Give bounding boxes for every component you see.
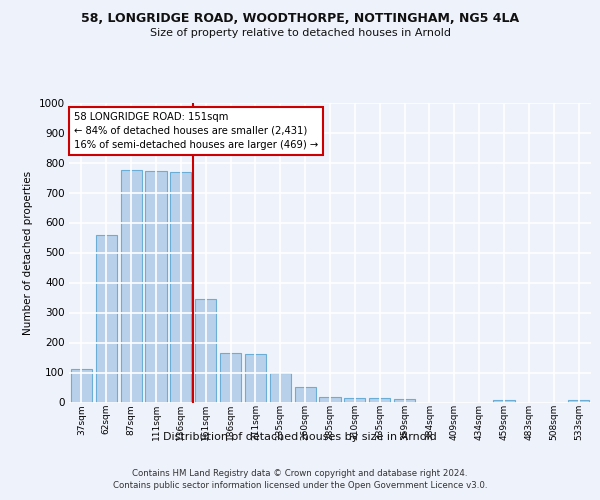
Bar bbox=[96, 235, 117, 402]
Bar bbox=[295, 386, 316, 402]
Bar bbox=[344, 398, 365, 402]
Text: 58, LONGRIDGE ROAD, WOODTHORPE, NOTTINGHAM, NG5 4LA: 58, LONGRIDGE ROAD, WOODTHORPE, NOTTINGH… bbox=[81, 12, 519, 26]
Text: Size of property relative to detached houses in Arnold: Size of property relative to detached ho… bbox=[149, 28, 451, 38]
Bar bbox=[493, 400, 515, 402]
Bar bbox=[145, 171, 167, 402]
Bar bbox=[121, 170, 142, 402]
Bar bbox=[369, 398, 390, 402]
Text: Distribution of detached houses by size in Arnold: Distribution of detached houses by size … bbox=[163, 432, 437, 442]
Text: Contains HM Land Registry data © Crown copyright and database right 2024.
Contai: Contains HM Land Registry data © Crown c… bbox=[113, 468, 487, 490]
Bar bbox=[394, 399, 415, 402]
Bar bbox=[71, 368, 92, 402]
Bar bbox=[195, 300, 216, 403]
Bar bbox=[568, 400, 589, 402]
Bar bbox=[270, 373, 291, 402]
Bar bbox=[245, 354, 266, 403]
Bar bbox=[220, 354, 241, 403]
Y-axis label: Number of detached properties: Number of detached properties bbox=[23, 170, 33, 334]
Text: 58 LONGRIDGE ROAD: 151sqm
← 84% of detached houses are smaller (2,431)
16% of se: 58 LONGRIDGE ROAD: 151sqm ← 84% of detac… bbox=[74, 112, 319, 150]
Bar bbox=[170, 172, 191, 402]
Bar bbox=[319, 396, 341, 402]
